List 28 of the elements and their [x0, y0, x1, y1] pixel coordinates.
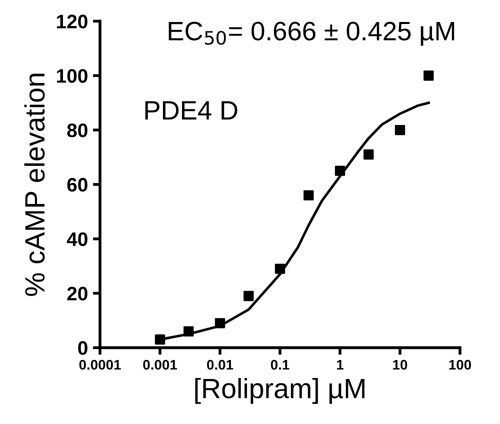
point	[244, 290, 254, 302]
x-tick-label: 0.01	[207, 360, 234, 370]
point	[334, 166, 346, 176]
point	[424, 70, 434, 81]
y-tick-label: 0	[78, 341, 88, 355]
point	[154, 334, 166, 345]
annotation: EC$_{50}$= 0.666 ± 0.425 µM	[168, 22, 454, 46]
x-axis-title: [Rolipram] µM	[195, 378, 364, 404]
x-tick-label: 0.001	[143, 360, 177, 370]
x-tick-label: 0.0001	[79, 360, 121, 370]
y-tick-label: 100	[56, 69, 88, 83]
y-tick-label: 120	[56, 14, 88, 28]
point	[394, 124, 406, 136]
y-tick-label: 40	[66, 232, 88, 246]
point	[184, 326, 194, 336]
point	[364, 149, 374, 160]
x-tick-label: 10	[393, 360, 408, 370]
y-tick-label: 20	[67, 286, 88, 301]
x-tick-label: 1	[337, 360, 344, 370]
y-tick-label: 60	[67, 178, 88, 192]
y-tick-label: 80	[67, 123, 88, 138]
x-tick-label: 100	[449, 360, 472, 370]
x-tick-label: 0.1	[270, 360, 290, 370]
point	[274, 264, 286, 274]
y-axis-title: % cAMP elevation	[24, 74, 45, 296]
point	[214, 318, 226, 328]
point	[304, 190, 314, 200]
annotation: PDE4 D	[145, 101, 238, 120]
